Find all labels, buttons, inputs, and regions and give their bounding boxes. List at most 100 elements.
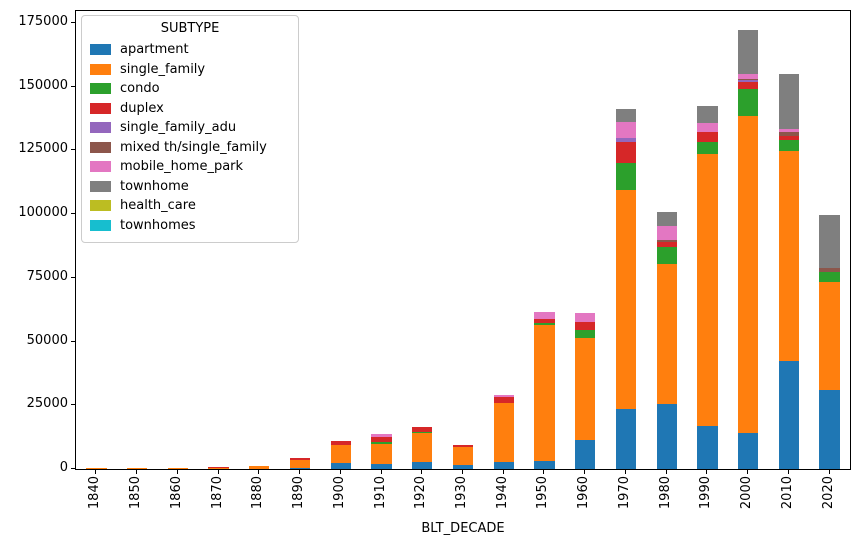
bar-segment xyxy=(737,78,759,81)
bar-segment xyxy=(575,313,596,322)
x-tick-label: 1890 xyxy=(291,476,307,510)
bar-segment xyxy=(86,468,107,469)
legend-label: single_family_adu xyxy=(120,120,237,136)
bar-segment xyxy=(412,431,433,434)
x-tick-label: 2010 xyxy=(779,476,795,510)
bar-segment xyxy=(656,226,677,240)
bar-segment xyxy=(737,73,759,79)
bar-segment xyxy=(493,402,514,463)
bar-segment xyxy=(778,140,800,151)
legend-swatch xyxy=(90,180,111,192)
bar-segment xyxy=(778,360,800,469)
bar-segment xyxy=(534,323,555,326)
y-tick-mark xyxy=(71,276,75,278)
bar-segment xyxy=(575,321,596,331)
bar-segment xyxy=(412,433,433,463)
y-tick-label: 50000 xyxy=(26,332,68,348)
bar-segment xyxy=(615,121,637,139)
bar-segment xyxy=(737,89,759,116)
y-tick-mark xyxy=(71,468,75,469)
x-tick-mark xyxy=(624,470,626,474)
x-tick-label: 1880 xyxy=(250,476,266,510)
legend-swatch xyxy=(90,161,111,173)
legend-swatch xyxy=(90,141,111,153)
bar-segment xyxy=(656,242,677,247)
y-tick-mark xyxy=(71,213,75,215)
bar-segment xyxy=(819,267,840,272)
legend-swatch xyxy=(90,83,111,95)
legend-swatch xyxy=(90,102,111,114)
bar-segment xyxy=(697,123,718,133)
legend-label: mixed th/single_family xyxy=(120,139,267,155)
bar-segment xyxy=(534,325,555,462)
x-tick-label: 1990 xyxy=(698,476,714,510)
legend-title: SUBTYPE xyxy=(160,21,220,36)
legend-item-mixed-th-single-family: mixed th/single_family xyxy=(90,138,290,158)
x-tick-mark xyxy=(217,470,219,474)
bar-segment xyxy=(452,464,474,469)
x-tick-mark xyxy=(828,470,830,474)
x-tick-mark xyxy=(543,470,545,474)
bar-segment xyxy=(819,215,840,268)
bar-segment xyxy=(167,468,189,469)
x-tick-mark xyxy=(502,470,504,474)
legend-swatch xyxy=(90,63,111,75)
bar-segment xyxy=(371,443,392,464)
x-tick-mark xyxy=(258,470,260,474)
bar-segment xyxy=(371,441,392,444)
bar-segment xyxy=(289,468,311,469)
legend-label: townhome xyxy=(120,178,189,194)
bar-segment xyxy=(697,154,718,426)
x-tick-mark xyxy=(299,470,301,474)
x-tick-mark xyxy=(706,470,708,474)
bar-segment xyxy=(575,440,596,469)
x-tick-mark xyxy=(339,470,341,474)
bar-segment xyxy=(534,318,555,324)
x-tick-label: 1970 xyxy=(616,476,632,510)
x-tick-mark xyxy=(95,470,97,474)
bar-segment xyxy=(615,408,637,469)
x-tick-label: 2000 xyxy=(739,476,755,510)
bar-segment xyxy=(371,436,392,442)
y-tick-mark xyxy=(71,22,75,23)
y-tick-mark xyxy=(71,149,75,151)
bar-segment xyxy=(615,189,637,409)
bar-segment xyxy=(819,282,840,390)
y-tick-label: 150000 xyxy=(18,77,68,93)
x-tick-mark xyxy=(176,470,178,474)
bar-segment xyxy=(819,390,840,469)
x-tick-label: 1900 xyxy=(331,476,347,510)
x-tick-mark xyxy=(584,470,586,474)
bar-segment xyxy=(778,74,800,129)
bar-segment xyxy=(575,330,596,339)
bar-segment xyxy=(371,434,392,437)
legend-label: duplex xyxy=(120,100,164,116)
bar-segment xyxy=(412,427,433,432)
legend-swatch xyxy=(90,44,111,56)
y-tick-mark xyxy=(71,340,75,342)
bar-segment xyxy=(697,132,718,143)
legend-item-mobile-home-park: mobile_home_park xyxy=(90,157,290,177)
x-tick-mark xyxy=(747,470,749,474)
legend-item-single-family-adu: single_family_adu xyxy=(90,118,290,138)
bar-segment xyxy=(534,461,555,469)
bar-segment xyxy=(656,246,677,265)
bar-segment xyxy=(615,138,637,142)
x-tick-label: 1870 xyxy=(209,476,225,510)
x-axis-label: BLT_DECADE xyxy=(421,521,505,536)
legend-item-townhomes: townhomes xyxy=(90,216,290,236)
legend-label: apartment xyxy=(120,42,189,58)
x-tick-label: 1950 xyxy=(535,476,551,510)
bar-segment xyxy=(737,115,759,433)
x-tick-label: 1940 xyxy=(494,476,510,510)
y-tick-label: 125000 xyxy=(18,141,68,157)
bar-segment xyxy=(778,150,800,361)
y-tick-mark xyxy=(71,85,75,87)
x-tick-mark xyxy=(787,470,789,474)
legend: SUBTYPE apartment single_family condo duple… xyxy=(81,15,299,243)
x-tick-mark xyxy=(665,470,667,474)
x-tick-label: 1960 xyxy=(576,476,592,510)
legend-item-townhome: townhome xyxy=(90,177,290,197)
bar-segment xyxy=(126,468,148,469)
legend-item-apartment: apartment xyxy=(90,40,290,60)
